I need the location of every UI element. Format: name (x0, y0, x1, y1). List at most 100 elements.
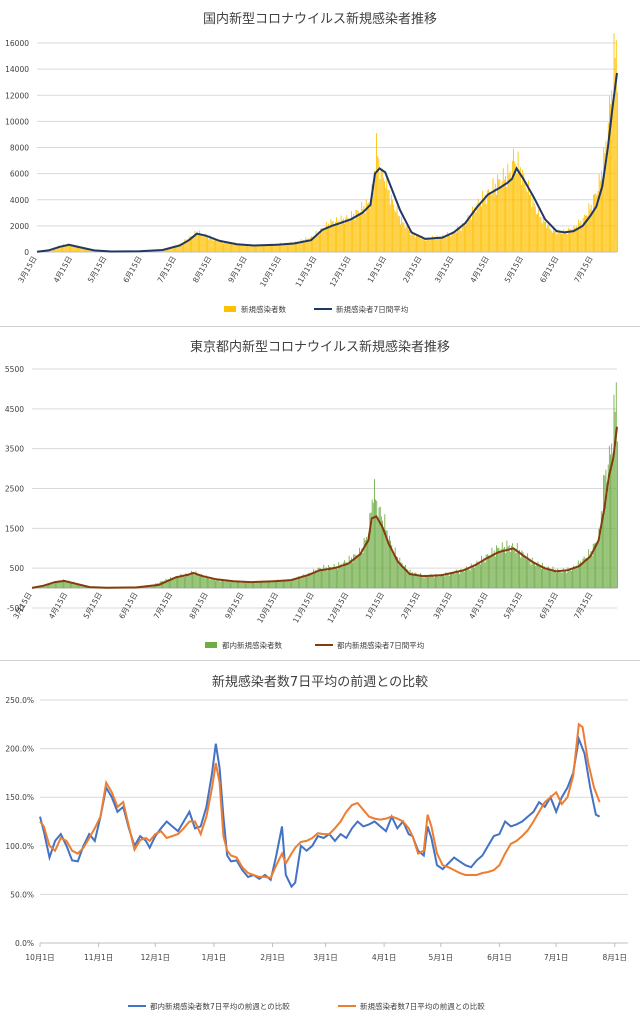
bar (438, 237, 439, 252)
x-tick-label: 10月1日 (25, 953, 54, 962)
x-tick-label: 11月15日 (294, 255, 319, 289)
bar (547, 567, 548, 588)
bar (253, 246, 254, 252)
bar (418, 575, 419, 588)
bar (539, 217, 540, 252)
bar (531, 207, 532, 252)
bar (229, 581, 230, 588)
bar (375, 499, 376, 588)
bar (370, 203, 371, 252)
bar (541, 217, 542, 252)
bar (546, 228, 547, 252)
bar (501, 549, 502, 588)
bar (52, 584, 53, 588)
bar (345, 562, 346, 588)
bar (286, 581, 287, 588)
bar (406, 227, 407, 252)
bar (345, 218, 346, 252)
bar (419, 237, 420, 252)
bar (396, 212, 397, 252)
bar (491, 195, 492, 252)
bar (304, 242, 305, 252)
bar (294, 244, 295, 252)
bar (289, 244, 290, 252)
bar (264, 246, 265, 252)
bar (322, 228, 323, 252)
bar (432, 576, 433, 588)
bar (248, 582, 249, 588)
bar (204, 577, 205, 589)
bar (276, 582, 277, 588)
bar (384, 514, 385, 588)
x-tick-label: 9月15日 (223, 591, 245, 621)
bar (616, 40, 617, 252)
bar (219, 242, 220, 252)
bar (238, 245, 239, 252)
bar (386, 173, 387, 252)
bar (469, 219, 470, 252)
bar (215, 581, 216, 588)
bar (498, 548, 499, 588)
bar (205, 578, 206, 588)
bar (358, 211, 359, 252)
ratio-chart: 新規感染者数7日平均の前週との比較 0.0%50.0%100.0%150.0%2… (0, 660, 640, 1025)
bar (416, 235, 417, 252)
bar (385, 188, 386, 252)
bar (403, 568, 404, 588)
bar (506, 187, 507, 252)
bar (422, 575, 423, 588)
bar (200, 575, 201, 588)
x-tick-label: 2月15日 (399, 591, 421, 621)
bar (588, 549, 589, 588)
bar (485, 562, 486, 588)
bar (409, 573, 410, 588)
bar (323, 565, 324, 588)
bar (246, 245, 247, 252)
bar (440, 239, 441, 252)
series-line (40, 739, 600, 887)
bar (351, 211, 352, 252)
bar (213, 241, 214, 252)
bar (599, 174, 600, 252)
bar (307, 574, 308, 588)
bar (222, 580, 223, 588)
bar (388, 544, 389, 588)
bar (299, 578, 300, 588)
bar (457, 572, 458, 588)
bar (223, 581, 224, 588)
bar (354, 220, 355, 252)
y-tick-label: 250.0% (5, 696, 34, 705)
y-tick-label: 6000 (10, 170, 29, 179)
bar (521, 185, 522, 252)
bar (178, 577, 179, 588)
bar (450, 573, 451, 589)
x-tick-label: 5月1日 (429, 953, 454, 962)
bar (342, 220, 343, 252)
bar (192, 573, 193, 588)
bar (518, 152, 519, 252)
bar (567, 234, 568, 252)
bar (413, 234, 414, 252)
bar (380, 179, 381, 252)
bar (544, 566, 545, 588)
bar (225, 581, 226, 588)
x-tick-label: 3月15日 (432, 591, 454, 621)
bar (288, 244, 289, 252)
bar (411, 231, 412, 252)
y-tick-label: 8000 (10, 144, 29, 153)
bar (284, 245, 285, 252)
bar (260, 582, 261, 588)
bar (204, 235, 205, 252)
bar (403, 223, 404, 252)
bar (512, 543, 513, 588)
bar (467, 569, 468, 588)
bar (366, 199, 367, 252)
bar (583, 218, 584, 252)
bar (558, 570, 559, 588)
bar (537, 214, 538, 252)
bar (521, 550, 522, 588)
bar (436, 575, 437, 588)
bar (562, 234, 563, 252)
y-tick-label: 0.0% (15, 939, 34, 948)
bar (257, 246, 258, 252)
